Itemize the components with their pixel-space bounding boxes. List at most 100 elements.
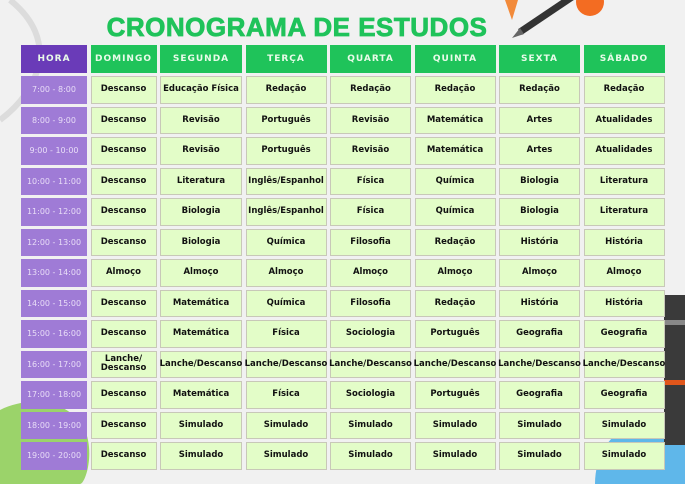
schedule-cell: Almoço xyxy=(160,259,242,287)
schedule-cell: Matemática xyxy=(160,320,242,348)
schedule-cell: Lanche/Descanso xyxy=(329,350,412,378)
schedule-cell: Lanche/Descanso xyxy=(160,350,242,378)
schedule-cell: Geografia xyxy=(499,381,580,409)
schedule-cell: História xyxy=(499,228,580,256)
schedule-cell: Lanche/Descanso xyxy=(245,350,327,378)
schedule-cell: Português xyxy=(245,106,327,134)
schedule-cell: Literatura xyxy=(583,167,665,195)
schedule-cell: Português xyxy=(414,381,496,409)
schedule-cell: Química xyxy=(245,228,327,256)
schedule-cell: Simulado xyxy=(499,411,580,439)
time-slot: 19:00 - 20:00 xyxy=(21,442,87,470)
schedule-cell: Simulado xyxy=(414,442,496,470)
schedule-cell: Descanso xyxy=(90,289,157,317)
schedule-cell: Sociologia xyxy=(330,381,411,409)
schedule-table: HORA DOMINGO SEGUNDA TERÇA QUARTA QUINTA SEXTA… xyxy=(21,45,665,470)
schedule-cell: Redação xyxy=(499,76,580,104)
schedule-cell: Português xyxy=(414,320,496,348)
schedule-cell: Lanche/Descanso xyxy=(583,350,665,378)
schedule-cell: Simulado xyxy=(160,442,242,470)
schedule-cell: Simulado xyxy=(160,411,242,439)
schedule-cell: Geografia xyxy=(583,381,665,409)
schedule-cell: Biologia xyxy=(499,167,580,195)
time-slot: 18:00 - 19:00 xyxy=(21,411,87,439)
schedule-cell: Filosofia xyxy=(330,289,411,317)
schedule-cell: Química xyxy=(414,198,496,226)
schedule-cell: Inglês/Espanhol xyxy=(245,198,327,226)
schedule-cell: Almoço xyxy=(90,259,157,287)
schedule-cell: Descanso xyxy=(90,76,157,104)
schedule-cell: Literatura xyxy=(160,167,242,195)
column-header: SEGUNDA xyxy=(160,45,242,73)
schedule-cell: Descanso xyxy=(90,137,157,165)
schedule-cell: Revisão xyxy=(160,137,242,165)
column-header: SEXTA xyxy=(499,45,580,73)
time-slot: 12:00 - 13:00 xyxy=(21,228,87,256)
schedule-cell: Física xyxy=(245,320,327,348)
schedule-cell: Simulado xyxy=(583,442,665,470)
schedule-cell: Almoço xyxy=(330,259,411,287)
time-slot: 11:00 - 12:00 xyxy=(21,198,87,226)
schedule-cell: Atualidades xyxy=(583,137,665,165)
column-header: SÁBADO xyxy=(583,45,665,73)
schedule-cell: Simulado xyxy=(330,442,411,470)
schedule-cell: Redação xyxy=(414,76,496,104)
books-image xyxy=(664,295,685,445)
pencil-icon xyxy=(505,0,604,38)
time-slot: 8:00 - 9:00 xyxy=(21,106,87,134)
schedule-cell: Simulado xyxy=(245,411,327,439)
schedule-cell: Almoço xyxy=(499,259,580,287)
schedule-cell: Descanso xyxy=(90,381,157,409)
time-slot: 13:00 - 14:00 xyxy=(21,259,87,287)
schedule-cell: Descanso xyxy=(90,320,157,348)
time-slot: 15:00 - 16:00 xyxy=(21,320,87,348)
schedule-cell: Química xyxy=(414,167,496,195)
schedule-cell: Biologia xyxy=(160,198,242,226)
schedule-cell: Almoço xyxy=(414,259,496,287)
schedule-cell: Matemática xyxy=(160,381,242,409)
schedule-cell: Almoço xyxy=(583,259,665,287)
page-title: CRONOGRAMA DE ESTUDOS xyxy=(106,12,488,43)
schedule-cell: Sociologia xyxy=(330,320,411,348)
schedule-cell: Descanso xyxy=(90,106,157,134)
schedule-cell: Matemática xyxy=(414,137,496,165)
schedule-cell: Atualidades xyxy=(583,106,665,134)
column-header: DOMINGO xyxy=(90,45,157,73)
schedule-cell: Química xyxy=(245,289,327,317)
column-header: HORA xyxy=(21,45,87,73)
schedule-cell: Inglês/Espanhol xyxy=(245,167,327,195)
schedule-cell: Matemática xyxy=(414,106,496,134)
schedule-cell: Simulado xyxy=(245,442,327,470)
schedule-cell: Física xyxy=(245,381,327,409)
schedule-cell: Revisão xyxy=(330,106,411,134)
schedule-cell: Descanso xyxy=(90,442,157,470)
schedule-cell: História xyxy=(583,289,665,317)
schedule-cell: Artes xyxy=(499,137,580,165)
schedule-cell: Biologia xyxy=(160,228,242,256)
schedule-cell: Simulado xyxy=(583,411,665,439)
schedule-cell: Simulado xyxy=(499,442,580,470)
schedule-cell: Geografia xyxy=(499,320,580,348)
schedule-cell: Descanso xyxy=(90,411,157,439)
schedule-cell: Português xyxy=(245,137,327,165)
schedule-cell: Redação xyxy=(414,228,496,256)
schedule-cell: Simulado xyxy=(330,411,411,439)
schedule-cell: Descanso xyxy=(90,167,157,195)
schedule-cell: Redação xyxy=(245,76,327,104)
schedule-cell: Geografia xyxy=(583,320,665,348)
schedule-cell: Filosofia xyxy=(330,228,411,256)
schedule-cell: Redação xyxy=(414,289,496,317)
schedule-cell: Literatura xyxy=(583,198,665,226)
schedule-cell: Almoço xyxy=(245,259,327,287)
column-header: QUINTA xyxy=(414,45,496,73)
schedule-cell: Lanche/ Descanso xyxy=(90,350,157,378)
schedule-cell: Redação xyxy=(330,76,411,104)
column-header: QUARTA xyxy=(330,45,411,73)
time-slot: 7:00 - 8:00 xyxy=(21,76,87,104)
schedule-cell: Lanche/Descanso xyxy=(498,350,581,378)
schedule-cell: Simulado xyxy=(414,411,496,439)
schedule-cell: Física xyxy=(330,198,411,226)
time-slot: 16:00 - 17:00 xyxy=(21,350,87,378)
time-slot: 10:00 - 11:00 xyxy=(21,167,87,195)
schedule-cell: Biologia xyxy=(499,198,580,226)
